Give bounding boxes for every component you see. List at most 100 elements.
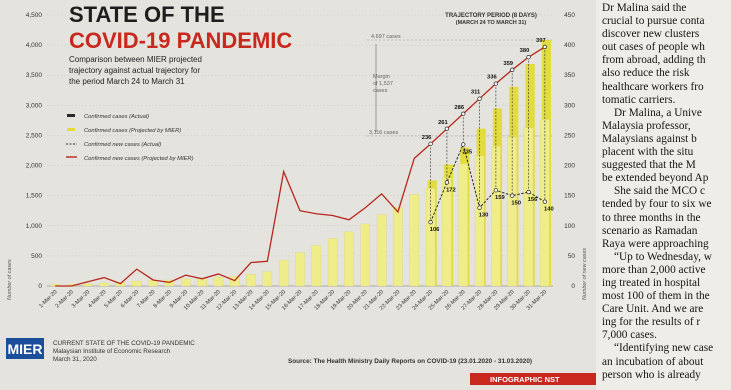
y-left-tick-label: 500	[31, 253, 42, 260]
bars-actual	[50, 119, 550, 287]
legend-label-projected-new: Confirmed new cases (Projected by MIER)	[84, 156, 194, 162]
bar-actual	[278, 260, 289, 287]
article-line: tended by four to six we	[602, 198, 712, 211]
legend-swatch-actual-cases	[67, 114, 75, 117]
y-right-tick-label: 400	[564, 42, 575, 49]
data-label-projected: 336	[487, 75, 497, 81]
bar-actual	[115, 282, 126, 287]
data-label-actual: 130	[479, 213, 489, 219]
y-right-tick-label: 150	[564, 193, 575, 200]
article-line: suggested that the M	[602, 159, 696, 172]
chart-subtitle-line2: trajectory against actual trajectory for	[69, 66, 201, 75]
projected-point	[493, 81, 499, 86]
article-line: Care Unit. And we are	[602, 303, 704, 316]
actual-point	[493, 188, 499, 193]
article-line: an incubation of about	[602, 355, 704, 368]
y-right-tick-label: 450	[564, 12, 575, 19]
article-line: discover new clusters	[602, 28, 700, 41]
margin-line3: cases	[373, 88, 388, 94]
y-left-tick-label: 1,500	[26, 193, 43, 200]
y-left-tick-label: 3,500	[26, 72, 43, 79]
bar-actual	[491, 146, 501, 287]
y-axis-left-ticks: 4,500 4,000 3,500 3,000 2,500 2,000 1,500 1,000…	[26, 12, 43, 290]
bar-actual	[148, 280, 158, 287]
bar-actual	[523, 127, 534, 287]
y-right-tick-label: 300	[564, 102, 575, 109]
data-label-projected: 261	[438, 120, 448, 126]
article-line: healthcare workers fro	[602, 80, 704, 93]
article-line: more than 2,000 active	[602, 263, 706, 276]
annotation-3116: 3,116 cases	[369, 130, 399, 136]
bar-actual	[458, 163, 468, 287]
source-note: Source: The Health Ministry Daily Report…	[288, 358, 532, 365]
footer-line3: March 31, 2020	[53, 356, 97, 363]
article-line: out cases of people wh	[602, 41, 705, 54]
data-labels: 236 261 286 311 336 359 380 397 106 172 235 130 159 1…	[422, 38, 554, 233]
article-column: Dr Malina said the crucial to pursue con…	[596, 0, 731, 390]
bar-actual	[213, 276, 224, 287]
footer-line2: Malaysian Institute of Economic Research	[53, 348, 171, 355]
actual-point	[444, 180, 450, 185]
line-projected-new-cases	[55, 44, 547, 287]
article-line: ing for the results of r	[602, 316, 701, 329]
projected-point	[477, 96, 482, 101]
article-line: Raya were approaching	[602, 237, 709, 250]
article-line: ing treated in hospital	[602, 276, 701, 289]
bar-actual	[311, 245, 322, 287]
article-line: scenario as Ramadan	[602, 224, 698, 237]
y-left-tick-label: 4,500	[26, 12, 43, 19]
bar-actual	[327, 238, 338, 287]
bar-actual	[442, 177, 452, 287]
article-line: Malaysians against b	[602, 132, 697, 145]
projected-point	[428, 141, 433, 147]
article-line: most 100 of them in the	[602, 290, 710, 303]
data-label-projected: 236	[422, 135, 432, 141]
article-line: placent with the situ	[602, 146, 694, 159]
article-line: crucial to pursue conta	[602, 15, 705, 28]
data-label-projected: 397	[536, 38, 546, 44]
y-left-tick-label: 1,000	[26, 223, 43, 230]
bar-actual	[409, 194, 419, 287]
legend-swatch-projected-cases	[67, 128, 75, 131]
article-line: also reduce the risk	[602, 67, 690, 80]
credit-bar	[470, 373, 596, 385]
projected-point	[526, 55, 531, 60]
bar-actual	[344, 231, 354, 287]
projected-point	[444, 126, 450, 131]
bar-actual	[507, 137, 517, 287]
annotation-4697: 4,697 cases	[371, 34, 401, 40]
article-line: Malaysia professor,	[602, 119, 691, 132]
actual-point	[461, 142, 466, 147]
projected-point	[542, 44, 547, 50]
projected-point	[461, 111, 466, 116]
mier-logo-text: MIER	[8, 341, 43, 357]
data-label-actual: 156	[528, 197, 538, 203]
data-label-projected: 380	[520, 48, 530, 54]
bar-actual	[425, 188, 436, 287]
article-line: Dr Malina, a Unive	[614, 106, 702, 119]
bar-actual	[181, 278, 191, 287]
legend: Confirmed cases (Actual) Confirmed cases…	[66, 114, 194, 162]
bar-actual	[262, 271, 273, 287]
article-line: to three months in the	[602, 211, 701, 224]
y-right-tick-label: 0	[571, 283, 575, 290]
y-axis-left-label: Number of cases	[7, 259, 13, 300]
data-label-actual: 172	[446, 187, 456, 193]
actual-point	[542, 199, 547, 204]
y-right-tick-label: 250	[564, 132, 575, 139]
article-line: 7,000 cases.	[602, 329, 657, 342]
y-left-tick-label: 0	[38, 283, 42, 290]
y-right-tick-label: 100	[564, 223, 575, 230]
y-right-tick-label: 350	[564, 72, 575, 79]
credit-text: INFOGRAPHIC NST	[490, 375, 560, 384]
chart-title-line2: COVID-19 PANDEMIC	[69, 28, 292, 53]
article-line: Dr Malina said the	[602, 2, 687, 14]
footer-line1: CURRENT STATE OF THE COVID-19 PANDEMIC	[53, 340, 195, 347]
actual-point	[510, 193, 515, 198]
data-label-projected: 359	[503, 61, 513, 67]
margin-line2: of 1,537	[373, 81, 393, 87]
article-line: “Identifying new case	[614, 342, 714, 355]
article-line: from abroad, adding th	[602, 54, 706, 67]
chart-subtitle-line3: the period March 24 to March 31	[69, 77, 185, 86]
bar-actual	[99, 282, 109, 287]
